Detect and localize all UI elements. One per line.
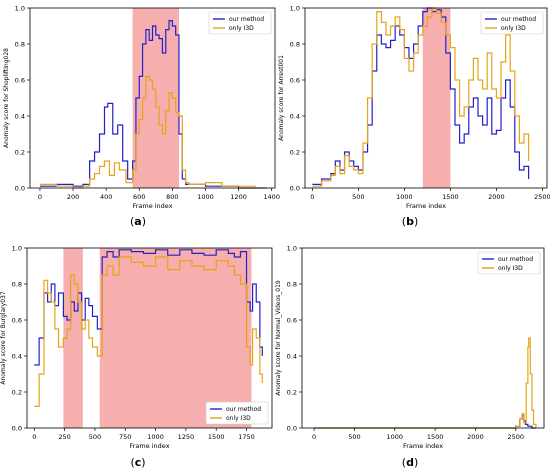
x-tick-label-d-2: 1000 [386, 433, 403, 441]
series-line-d-only-i3d [314, 337, 537, 429]
y-tick-label-d-3: 0.6 [287, 316, 297, 324]
x-tick-label-c-1: 250 [58, 433, 70, 441]
x-tick-label-d-5: 2500 [507, 433, 524, 441]
chart-panel-b: 0 500 1000 1500 2000 2500 0.0 0.2 0.4 0.6 0.8 1.0 Fr… [278, 4, 550, 228]
y-tick-label-b-5: 1.0 [290, 4, 300, 12]
y-tick-label-c-3: 0.6 [12, 316, 22, 324]
x-tick-label-b-2: 1000 [396, 193, 413, 201]
series-line-a-only-i3d [39, 75, 267, 189]
panel-label-c: (c) [130, 456, 145, 469]
legend-entry-c-1: only I3D [226, 415, 251, 422]
x-axis-label-a: Frame index [132, 202, 172, 210]
y-tick-label-a-4: 0.8 [15, 40, 25, 48]
axes-frame-c [26, 247, 273, 429]
legend-d: our method only I3D [477, 251, 541, 275]
x-axis-label-c: Frame index [129, 442, 169, 450]
y-axis-label-b: Anomaly score for Arrest001 [278, 55, 285, 141]
x-tick-label-c-6: 1500 [208, 433, 225, 441]
x-tick-label-b-1: 500 [352, 193, 364, 201]
legend-entry-b-1: only I3D [501, 25, 526, 32]
axes-frame-a [29, 7, 276, 189]
y-tick-label-b-3: 0.6 [290, 76, 300, 84]
x-tick-label-c-7: 1750 [238, 433, 255, 441]
series-line-c-only-i3d [34, 256, 263, 407]
y-tick-label-b-0: 0.0 [290, 184, 300, 192]
legend-c: our method only I3D [205, 401, 269, 425]
y-tick-label-c-4: 0.8 [12, 280, 22, 288]
y-tick-label-a-5: 1.0 [15, 4, 25, 12]
x-tick-label-a-4: 800 [166, 193, 178, 201]
x-tick-label-b-4: 2000 [488, 193, 505, 201]
series-line-c-our-method [34, 249, 263, 366]
x-axis-label-d: Frame index [403, 442, 443, 450]
panel-label-d: (d) [402, 456, 418, 469]
y-tick-label-c-2: 0.4 [12, 352, 22, 360]
x-tick-label-c-5: 1250 [178, 433, 195, 441]
chart-panel-c: 0 250 500 750 1000 1250 1500 1750 0.0 0.2 0.4 0.6 0.… [0, 244, 273, 469]
x-tick-label-a-5: 1000 [197, 193, 214, 201]
y-tick-label-d-5: 1.0 [287, 244, 297, 252]
y-tick-label-a-2: 0.4 [15, 112, 25, 120]
y-tick-label-a-0: 0.0 [15, 184, 25, 192]
y-tick-label-d-1: 0.2 [287, 388, 297, 396]
anomaly-region-c-1 [99, 248, 252, 428]
panel-label-b: (b) [402, 215, 418, 228]
y-tick-label-c-5: 1.0 [12, 244, 22, 252]
chart-panel-a: 0 200 400 600 800 1000 1200 1400 0.0 0.2 0.4 0.6 0.8… [3, 4, 280, 228]
axes-frame-d [301, 247, 545, 429]
x-axis-label-b: Frame index [406, 202, 446, 210]
x-tick-label-b-0: 0 [310, 193, 314, 201]
y-tick-label-b-1: 0.2 [290, 148, 300, 156]
x-tick-label-a-0: 0 [38, 193, 42, 201]
x-tick-label-d-4: 2000 [467, 433, 484, 441]
legend-b: our method only I3D [480, 11, 544, 35]
y-tick-label-d-0: 0.0 [287, 424, 297, 432]
x-tick-label-b-5: 2500 [534, 193, 550, 201]
x-tick-label-a-3: 600 [133, 193, 145, 201]
x-tick-label-c-0: 0 [32, 433, 36, 441]
y-tick-label-d-2: 0.4 [287, 352, 297, 360]
x-tick-label-a-2: 400 [100, 193, 112, 201]
legend-entry-a-0: our method [229, 16, 264, 23]
x-tick-label-c-2: 500 [89, 433, 101, 441]
legend-entry-c-0: our method [226, 406, 261, 413]
series-line-b-only-i3d [312, 7, 530, 187]
x-tick-label-a-6: 1200 [230, 193, 247, 201]
legend-a: our method only I3D [208, 11, 272, 35]
y-tick-label-a-1: 0.2 [15, 148, 25, 156]
x-tick-label-a-7: 1400 [263, 193, 280, 201]
y-axis-label-d: Anomaly score for Normal_Videos_019 [275, 280, 282, 396]
y-tick-label-b-4: 0.8 [290, 40, 300, 48]
y-tick-label-c-1: 0.2 [12, 388, 22, 396]
chart-panel-d: 0 500 1000 1500 2000 2500 0.0 0.2 0.4 0.6 0.8 1.0 Fr… [275, 244, 545, 469]
panel-label-a: (a) [130, 215, 146, 228]
y-tick-label-d-4: 0.8 [287, 280, 297, 288]
y-axis-label-a: Anomaly score for Shoplifting028 [3, 48, 10, 148]
x-tick-label-d-0: 0 [312, 433, 316, 441]
x-tick-label-d-1: 500 [348, 433, 360, 441]
legend-entry-d-1: only I3D [498, 265, 523, 272]
series-line-b-our-method [312, 7, 530, 185]
x-tick-label-c-3: 750 [119, 433, 131, 441]
y-axis-label-c: Anomaly score for Burglary037 [0, 291, 7, 384]
x-tick-label-b-3: 1500 [442, 193, 459, 201]
y-tick-label-a-3: 0.6 [15, 76, 25, 84]
legend-entry-a-1: only I3D [229, 25, 254, 32]
x-tick-label-a-1: 200 [67, 193, 79, 201]
x-tick-label-d-3: 1500 [427, 433, 444, 441]
x-tick-label-c-4: 1000 [147, 433, 164, 441]
legend-entry-d-0: our method [498, 256, 533, 263]
y-tick-label-c-0: 0.0 [12, 424, 22, 432]
legend-entry-b-0: our method [501, 16, 536, 23]
y-tick-label-b-2: 0.4 [290, 112, 300, 120]
series-line-d-our-method [314, 414, 536, 429]
axes-frame-b [304, 7, 548, 189]
